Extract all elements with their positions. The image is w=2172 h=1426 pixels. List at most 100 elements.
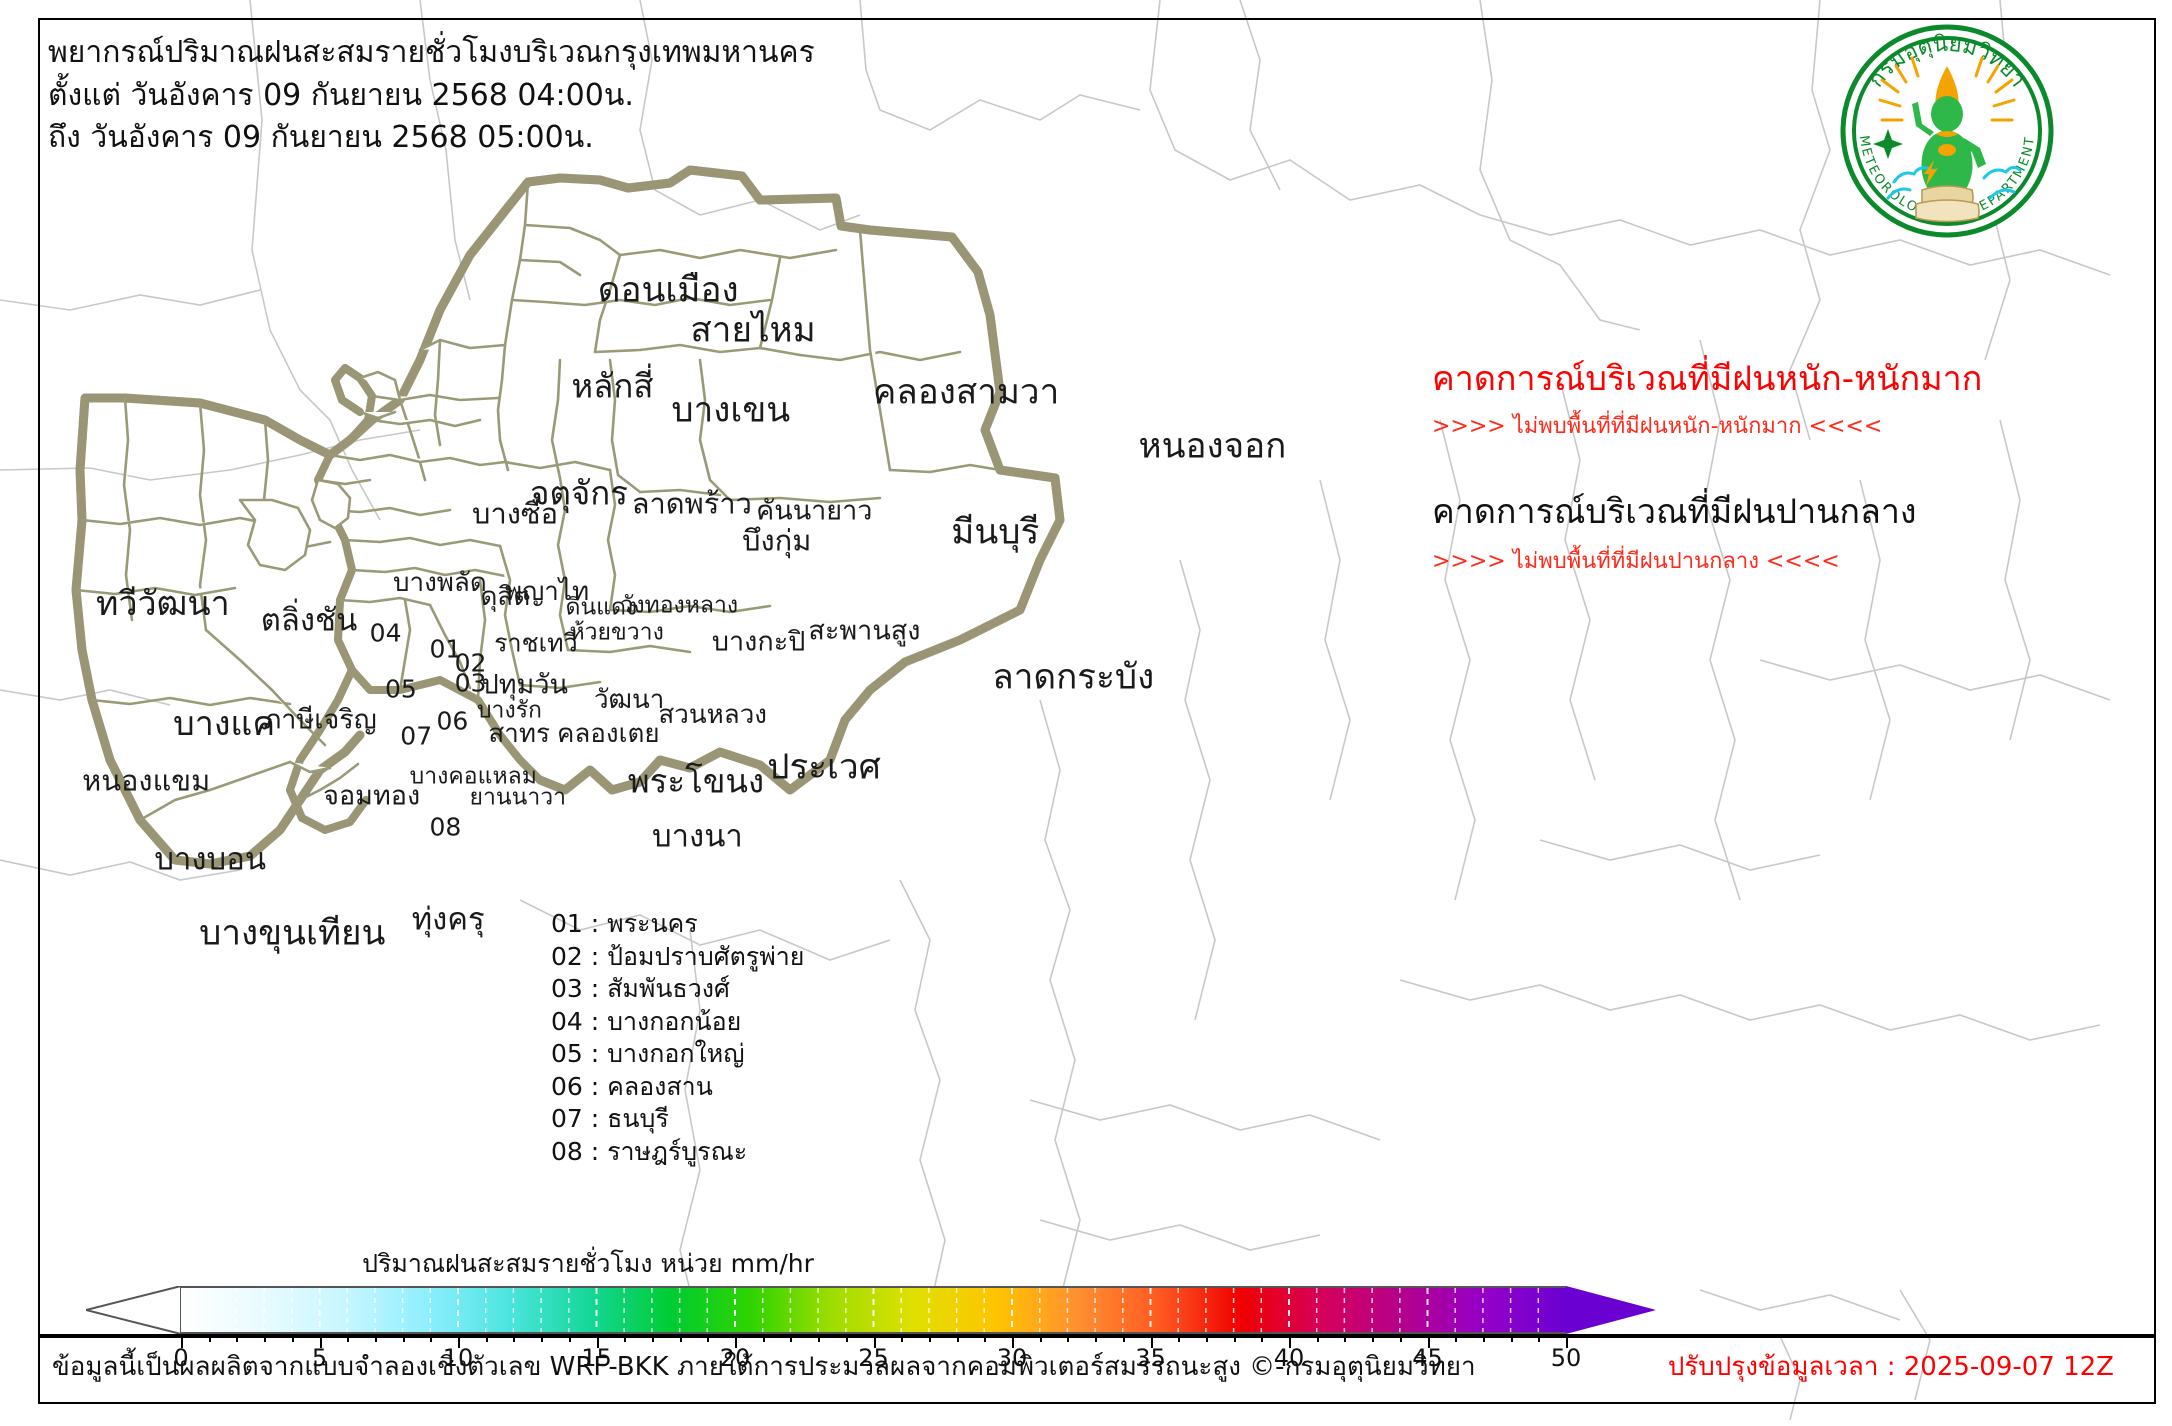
colorbar-minor-tick (596, 1334, 599, 1348)
moderate-rain-heading: คาดการณ์บริเวณที่มีฝนปานกลาง (1432, 492, 1917, 533)
colorbar-minor-tick (762, 1334, 765, 1342)
district-label: ดอนเมือง (597, 270, 739, 311)
colorbar-minor-tick (1538, 1334, 1541, 1342)
logo-lightning-icon (1924, 160, 1938, 186)
colorbar-minor-tick (1261, 1334, 1264, 1342)
colorbar-tick-label: 10 (442, 1344, 474, 1372)
colorbar-minor-tick (679, 1334, 682, 1342)
colorbar-minor-tick (1399, 1334, 1402, 1342)
tmd-seal-logo: กรมอุตุนิยมวิทยา METEOROLOGICAL DEPARTME… (1840, 24, 2054, 238)
footer-credit-text: ข้อมูลนี้เป็นผลผลิตจากแบบจำลองเชิงตัวเลข… (52, 1352, 1476, 1382)
colorbar-minor-tick (236, 1334, 239, 1342)
district-key-line: 01 : พระนคร (551, 909, 698, 938)
colorbar-tick-label: 5 (311, 1344, 328, 1372)
logo-sun-rays-icon (1878, 56, 2016, 122)
colorbar-minor-tick (818, 1334, 821, 1342)
colorbar-minor-tick (541, 1334, 544, 1342)
colorbar-minor-tick (181, 1334, 183, 1348)
colorbar-minor-tick (1067, 1334, 1070, 1342)
district-key-line: 05 : บางกอกใหญ่ (551, 1039, 745, 1068)
colorbar-minor-tick (1455, 1334, 1458, 1342)
colorbar-tick-label: 50 (1550, 1344, 1582, 1372)
colorbar-tick-label: 30 (996, 1344, 1028, 1372)
district-label: ดินแดง (565, 594, 638, 621)
district-label: พระโขนง (627, 761, 765, 801)
colorbar-minor-tick (374, 1334, 377, 1342)
colorbar-minor-tick (651, 1334, 654, 1342)
district-label: มีนบุรี (951, 512, 1040, 553)
district-label: บางคอแหลม (409, 763, 537, 790)
colorbar-tick-label: 0 (173, 1344, 189, 1372)
district-label: จอมทอง (323, 780, 421, 812)
district-label: ปทุมวัน (481, 669, 568, 701)
district-label: คันนายาว (756, 495, 873, 527)
colorbar-tick-label: 45 (1412, 1344, 1443, 1372)
district-key-line: 08 : ราษฎร์บูรณะ (551, 1136, 748, 1166)
district-label: ลาดกระบัง (992, 657, 1155, 698)
district-label: หนองจอก (1138, 426, 1287, 467)
colorbar-tick-label: 15 (581, 1344, 612, 1372)
colorbar-minor-tick (430, 1334, 433, 1342)
district-label: บางแค (173, 703, 276, 744)
district-label: ทุ่งครุ (411, 901, 485, 938)
colorbar-minor-tick (208, 1334, 211, 1342)
colorbar-minor-tick (901, 1334, 904, 1342)
district-label: ยานนาวา (469, 784, 567, 811)
colorbar-minor-tick (1150, 1334, 1153, 1348)
colorbar-minor-tick (1178, 1334, 1181, 1342)
district-label: ภาษีเจริญ (263, 704, 377, 736)
district-key-line: 03 : สัมพันธวงศ์ (551, 974, 730, 1003)
district-label: คลองเตย (556, 718, 660, 749)
district-label: บางเขน (671, 390, 791, 431)
colorbar-minor-tick (291, 1334, 294, 1342)
district-label: หนองแขม (82, 763, 211, 798)
title-line-1: พยากรณ์ปริมาณฝนสะสมรายชั่วโมงบริเวณกรุงเ… (48, 35, 815, 70)
district-label: ตลิ่งชัน (260, 602, 358, 639)
district-label: สาทร (488, 718, 550, 749)
colorbar-minor-tick (1344, 1334, 1347, 1342)
district-label: บางบอน (154, 841, 267, 878)
colorbar-tick-label: 25 (858, 1344, 889, 1372)
district-label: ห้วยขวาง (569, 619, 664, 646)
district-label: พญาไท (504, 576, 590, 607)
colorbar-minor-tick (1482, 1334, 1485, 1342)
colorbar-tick-label: 35 (1135, 1344, 1166, 1372)
colorbar-minor-tick (873, 1334, 876, 1348)
rainfall-colorbar: ปริมาณฝนสะสมรายชั่วโมง หน่วย mm/hr 0 5 10 1… (38, 1244, 1738, 1372)
rain-warning-panel: คาดการณ์บริเวณที่มีฝนหนัก-หนักมาก >>>> ไ… (1432, 358, 2132, 576)
colorbar-minor-tick (707, 1334, 710, 1342)
district-label: ทวีวัฒนา (96, 584, 230, 625)
district-label: บึงกุ่ม (742, 523, 812, 558)
district-label: บางกะปิ (711, 626, 806, 658)
district-label: บางพลัด (392, 568, 487, 599)
logo-deity-figure-icon (1912, 66, 1986, 223)
colorbar-left-arrow (86, 1286, 182, 1334)
colorbar-minor-tick (624, 1334, 627, 1342)
district-label: จตุจักร (530, 473, 628, 513)
district-label: 07 (400, 721, 433, 751)
colorbar-minor-tick (1095, 1334, 1098, 1342)
colorbar-body (86, 1286, 1656, 1334)
district-label: วัฒนา (593, 685, 665, 716)
district-label: บางนา (651, 818, 743, 855)
district-label: สายไหม (690, 310, 816, 351)
colorbar-minor-tick (1289, 1334, 1291, 1348)
colorbar-minor-tick (1039, 1334, 1042, 1342)
logo-star-icon (1873, 129, 1903, 159)
district-label: 03 (454, 668, 487, 698)
colorbar-minor-tick (1427, 1334, 1430, 1348)
colorbar-minor-tick (402, 1334, 405, 1342)
forecast-title-block: พยากรณ์ปริมาณฝนสะสมรายชั่วโมงบริเวณกรุงเ… (48, 32, 968, 160)
district-label: หลักสี่ (571, 366, 654, 406)
colorbar-minor-tick (735, 1334, 737, 1348)
colorbar-minor-tick (790, 1334, 793, 1342)
moderate-rain-value: >>>> ไม่พบพื้นที่ที่มีฝนปานกลาง <<<< (1432, 548, 1840, 574)
district-label: 04 (369, 618, 402, 648)
colorbar-tick-label: 20 (719, 1344, 751, 1372)
district-label: ลาดพร้าว (631, 486, 752, 521)
colorbar-minor-tick (845, 1334, 848, 1342)
colorbar-minor-tick (1012, 1334, 1014, 1348)
district-label: 05 (384, 674, 417, 704)
